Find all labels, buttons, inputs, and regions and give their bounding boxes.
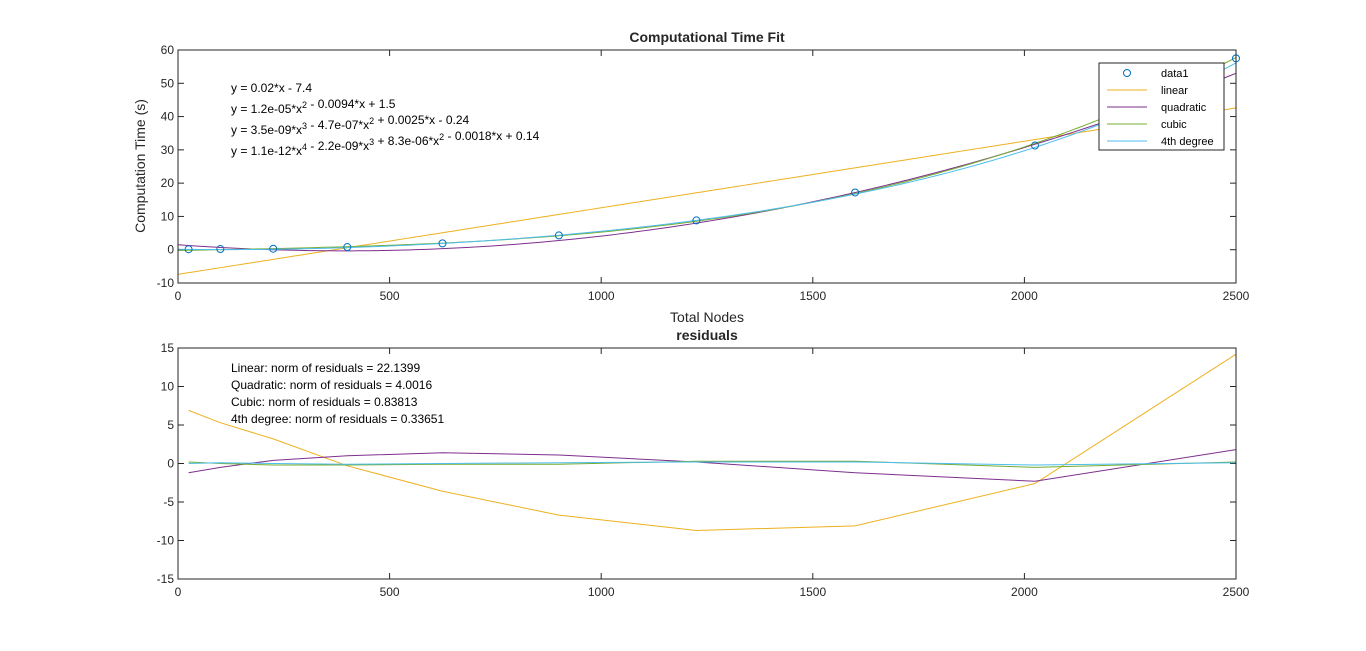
top-x-axis-label: Total Nodes xyxy=(670,309,744,325)
bottom-axes-box xyxy=(177,347,1237,580)
legend-marker xyxy=(1123,69,1131,77)
top-x-tick-label: 0 xyxy=(175,289,182,303)
bottom-y-tick-label: 5 xyxy=(167,418,174,432)
residual-norm: 4th degree: norm of residuals = 0.33651 xyxy=(231,412,444,426)
bottom-x-tick-label: 1500 xyxy=(799,585,826,599)
top-y-tick-label: -10 xyxy=(157,276,175,290)
top-chart-title: Computational Time Fit xyxy=(629,29,785,45)
bottom-y-tick-label: -10 xyxy=(157,534,175,548)
bottom-y-tick-label: 0 xyxy=(167,457,174,471)
legend-label: data1 xyxy=(1161,68,1189,80)
fit-equation-part: - 4.7e-07*x xyxy=(307,118,369,132)
fit-equation: y = 0.02*x - 7.4 xyxy=(231,81,312,95)
bottom-chart-title: residuals xyxy=(676,327,738,343)
fit-equation-exponent: 2 xyxy=(369,116,374,126)
top-y-axis-label: Computation Time (s) xyxy=(132,99,148,233)
data1-point xyxy=(1030,141,1039,150)
top-x-tick-label: 2000 xyxy=(1011,289,1038,303)
bottom-axis-ticks: 0 500 1000 1500 2000 2500 -15 -10 -5 0 5 10 15 xyxy=(157,341,1250,599)
linear-residual-line xyxy=(188,353,1237,531)
fit-equation-part: y = 1.2e-05*x xyxy=(231,102,302,116)
legend-label: 4th degree xyxy=(1161,136,1214,148)
fit-equation-part: + 0.0025*x - 0.24 xyxy=(374,113,469,127)
bottom-y-tick-label: -5 xyxy=(163,495,174,509)
bottom-x-tick-label: 500 xyxy=(380,585,400,599)
residual-lines xyxy=(188,353,1237,531)
top-x-tick-label: 1500 xyxy=(799,289,826,303)
bottom-y-tick-label: -15 xyxy=(157,572,175,586)
fit-equation-part: - 0.0094*x + 1.5 xyxy=(307,97,396,111)
data1-point xyxy=(438,239,447,248)
bottom-x-tick-label: 1000 xyxy=(588,585,615,599)
legend: data1 linear quadratic cubic 4th degree xyxy=(1098,62,1225,151)
top-y-tick-label: 30 xyxy=(161,143,175,157)
top-y-tick-label: 0 xyxy=(167,243,174,257)
fit-equation-part: y = 0.02*x - 7.4 xyxy=(231,81,312,95)
fit-equation-exponent: 2 xyxy=(302,100,307,110)
bottom-y-tick-label: 10 xyxy=(161,380,175,394)
cubic-fit-line xyxy=(177,57,1237,252)
top-axes: Computational Time Fit Total Nodes Compu… xyxy=(132,29,1250,325)
top-y-tick-label: 50 xyxy=(161,76,175,90)
legend-label: linear xyxy=(1161,85,1188,97)
fit-equation-exponent: 3 xyxy=(369,137,374,147)
top-data-markers xyxy=(184,54,1240,254)
data1-point xyxy=(269,244,278,253)
residual-norm: Linear: norm of residuals = 22.1399 xyxy=(231,361,420,375)
fit-equation: y = 3.5e-09*x3 - 4.7e-07*x2 + 0.0025*x -… xyxy=(231,113,470,137)
4th-degree-fit-line xyxy=(177,62,1237,251)
bottom-axes: residuals 0 500 1000 1500 2000 2500 -15 -10 -5 0 5… xyxy=(157,327,1250,599)
top-x-tick-label: 2500 xyxy=(1223,289,1250,303)
top-y-tick-label: 40 xyxy=(161,110,175,124)
data1-point xyxy=(216,245,225,254)
fit-equations: y = 0.02*x - 7.4y = 1.2e-05*x2 - 0.0094*… xyxy=(231,81,540,158)
top-fit-lines xyxy=(177,57,1237,275)
top-y-tick-label: 20 xyxy=(161,176,175,190)
top-axes-box xyxy=(177,49,1237,284)
fit-equation-exponent: 3 xyxy=(302,121,307,131)
bottom-x-tick-label: 2500 xyxy=(1223,585,1250,599)
fit-equation-part: y = 3.5e-09*x xyxy=(231,123,302,137)
legend-label: cubic xyxy=(1161,119,1187,131)
data1-point xyxy=(851,188,860,197)
legend-label: quadratic xyxy=(1161,102,1207,114)
quadratic-fit-line xyxy=(177,72,1237,252)
top-y-tick-label: 10 xyxy=(161,209,175,223)
fit-equation-exponent: 4 xyxy=(302,142,307,152)
cubic-residual-line xyxy=(188,460,1237,468)
fit-equation-part: - 0.0018*x + 0.14 xyxy=(444,129,539,143)
data1-point xyxy=(692,216,701,225)
data1-point xyxy=(554,231,563,240)
top-x-tick-label: 1000 xyxy=(588,289,615,303)
fit-equation-part: + 8.3e-06*x xyxy=(374,134,439,148)
4th-degree-residual-line xyxy=(188,461,1237,466)
fit-equation-part: y = 1.1e-12*x xyxy=(231,144,302,158)
data1-point xyxy=(343,243,352,252)
bottom-y-tick-label: 15 xyxy=(161,341,175,355)
fit-equation: y = 1.2e-05*x2 - 0.0094*x + 1.5 xyxy=(231,97,396,116)
fit-equation: y = 1.1e-12*x4 - 2.2e-09*x3 + 8.3e-06*x2… xyxy=(231,129,540,158)
residual-norm: Quadratic: norm of residuals = 4.0016 xyxy=(231,378,432,392)
residual-norm: Cubic: norm of residuals = 0.83813 xyxy=(231,395,418,409)
bottom-x-tick-label: 0 xyxy=(175,585,182,599)
top-y-tick-label: 60 xyxy=(161,43,175,57)
top-x-tick-label: 500 xyxy=(380,289,400,303)
bottom-x-tick-label: 2000 xyxy=(1011,585,1038,599)
residual-norms: Linear: norm of residuals = 22.1399 Quadr… xyxy=(231,361,444,426)
data1-point xyxy=(184,245,193,254)
fit-equation-exponent: 2 xyxy=(439,132,444,142)
fit-equation-part: - 2.2e-09*x xyxy=(307,139,369,153)
